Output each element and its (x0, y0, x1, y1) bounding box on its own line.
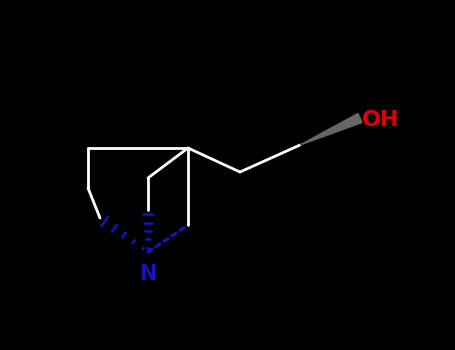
Text: N: N (139, 264, 157, 284)
Text: OH: OH (362, 110, 399, 130)
Polygon shape (300, 113, 362, 145)
